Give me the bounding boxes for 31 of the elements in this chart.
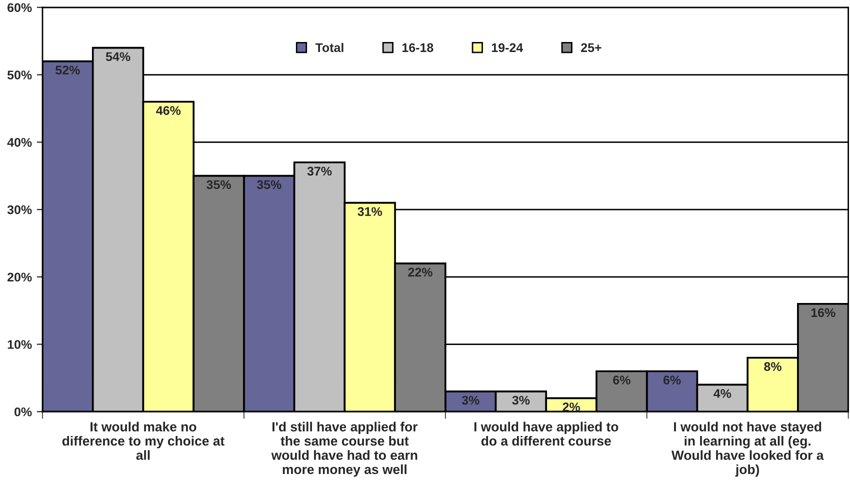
x-tick-label: It would make no difference to my choice at all <box>62 422 224 460</box>
data-label: 6% <box>613 376 630 384</box>
data-label: 35% <box>256 180 282 190</box>
y-tick-label: 0% <box>14 407 32 416</box>
data-label: 35% <box>206 180 231 190</box>
data-label: 52% <box>56 66 80 75</box>
x-tick-label: I would have applied to do a different course <box>474 422 618 446</box>
data-label: 37% <box>307 166 332 176</box>
y-tick-label: 40% <box>7 138 32 147</box>
legend-label: 16-18 <box>402 43 434 52</box>
data-label: 31% <box>358 207 382 216</box>
data-label: 8% <box>764 362 782 371</box>
data-label: 4% <box>714 389 732 398</box>
legend-label: 19-24 <box>492 43 524 52</box>
data-label: 3% <box>462 396 480 405</box>
data-label: 3% <box>512 396 530 405</box>
y-tick-label: 60% <box>8 3 32 12</box>
y-tick-label: 30% <box>7 205 32 214</box>
data-label: 46% <box>156 106 181 115</box>
y-tick-label: 20% <box>8 272 32 282</box>
x-tick-label: I would not have stayed in learning at all (eg. Would have looked for a job) <box>671 422 824 477</box>
x-tick-label: I'd still have applied for the same course but would have had to earn more money as well <box>271 422 418 477</box>
data-label: 22% <box>408 268 432 277</box>
legend-label: Total <box>315 42 344 52</box>
data-label: 54% <box>106 52 130 62</box>
y-tick-label: 10% <box>8 340 32 349</box>
data-label: 6% <box>663 376 681 384</box>
data-label: 16% <box>811 308 836 318</box>
data-label: 2% <box>562 402 580 412</box>
y-tick-label: 50% <box>7 70 32 80</box>
legend-label: 25+ <box>581 43 602 52</box>
